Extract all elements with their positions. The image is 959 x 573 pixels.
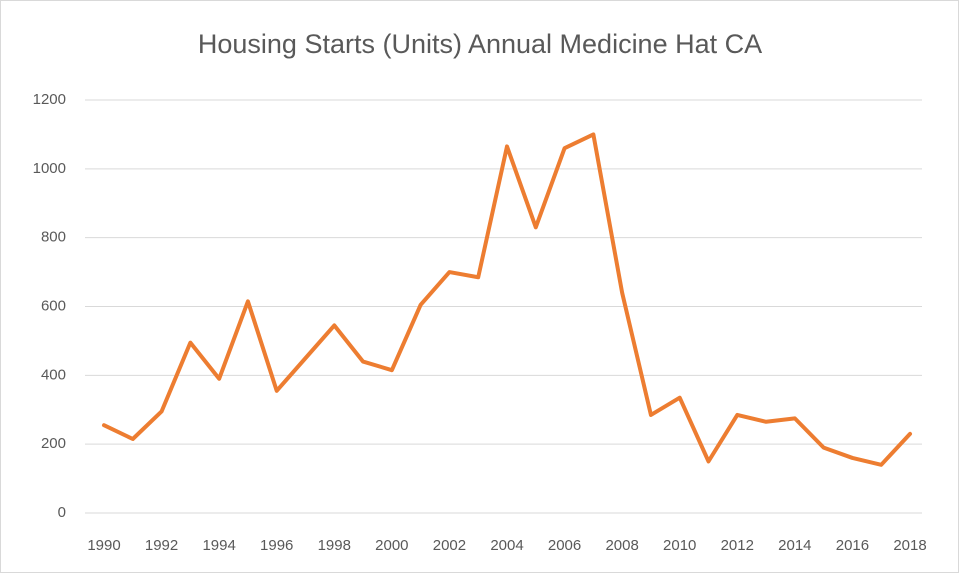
x-tick-label: 2016 (836, 537, 869, 554)
x-tick-label: 1994 (202, 537, 235, 554)
x-tick-label: 2010 (663, 537, 696, 554)
y-tick-label: 200 (41, 435, 66, 452)
data-line (102, 132, 912, 467)
x-tick-label: 1990 (87, 537, 120, 554)
x-tick-label: 2014 (778, 537, 811, 554)
x-tick-label: 2006 (548, 537, 581, 554)
x-tick-label: 2018 (893, 537, 926, 554)
y-tick-label: 800 (41, 229, 66, 246)
x-tick-label: 1992 (145, 537, 178, 554)
y-tick-label: 1200 (33, 91, 66, 108)
x-tick-label: 2000 (375, 537, 408, 554)
y-tick-label: 600 (41, 297, 66, 314)
x-tick-label: 2012 (721, 537, 754, 554)
x-tick-label: 2002 (433, 537, 466, 554)
x-tick-label: 2004 (490, 537, 523, 554)
y-tick-label: 1000 (33, 160, 66, 177)
y-tick-label: 0 (58, 504, 66, 521)
y-tick-label: 400 (41, 366, 66, 383)
chart-title: Housing Starts (Units) Annual Medicine H… (198, 29, 762, 59)
x-tick-label: 1998 (318, 537, 351, 554)
x-tick-label: 1996 (260, 537, 293, 554)
x-tick-label: 2008 (605, 537, 638, 554)
